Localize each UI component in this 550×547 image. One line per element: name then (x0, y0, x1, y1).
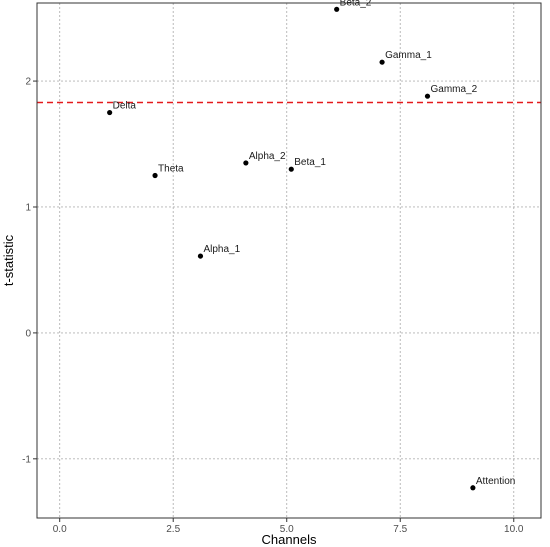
data-point (197, 253, 204, 259)
y-axis-title: t-statistic (1, 234, 16, 286)
grid-lines (37, 3, 541, 518)
y-tick-label: -1 (22, 454, 31, 465)
data-point (243, 160, 249, 166)
point-label: Theta (158, 164, 184, 175)
y-axis: -1 0 1 2 (22, 77, 37, 465)
x-tick-label: 2.5 (166, 524, 180, 535)
x-tick-label: 0.0 (53, 524, 67, 535)
point-label: Beta_1 (294, 157, 326, 168)
point-labels: Delta Theta Alpha_1 Alpha_2 Beta_1 Beta_2 Gamm… (113, 0, 516, 487)
point-label: Alpha_1 (203, 244, 240, 255)
x-axis-title: Channels (262, 532, 317, 547)
panel-border (36, 2, 542, 519)
x-tick-label: 10.0 (504, 524, 524, 535)
point-label: Alpha_2 (249, 151, 286, 162)
data-point (334, 6, 340, 12)
point-label: Gamma_2 (430, 84, 477, 95)
y-tick-label: 1 (25, 202, 31, 213)
x-tick-label: 7.5 (393, 524, 407, 535)
y-tick-label: 0 (25, 328, 31, 339)
data-point (470, 485, 476, 491)
data-points (107, 6, 476, 491)
x-axis: 0.0 2.5 5.0 7.5 10.0 (53, 518, 524, 535)
point-label: Delta (113, 101, 137, 112)
data-point (424, 93, 431, 99)
point-label: Attention (476, 476, 515, 487)
x-tick-label: 5.0 (280, 524, 294, 535)
data-point (288, 166, 294, 172)
data-point (107, 109, 113, 116)
y-tick-label: 2 (25, 77, 31, 88)
point-label: Beta_2 (340, 0, 372, 8)
point-label: Gamma_1 (385, 50, 432, 61)
data-point (379, 59, 385, 65)
data-point (152, 172, 158, 179)
